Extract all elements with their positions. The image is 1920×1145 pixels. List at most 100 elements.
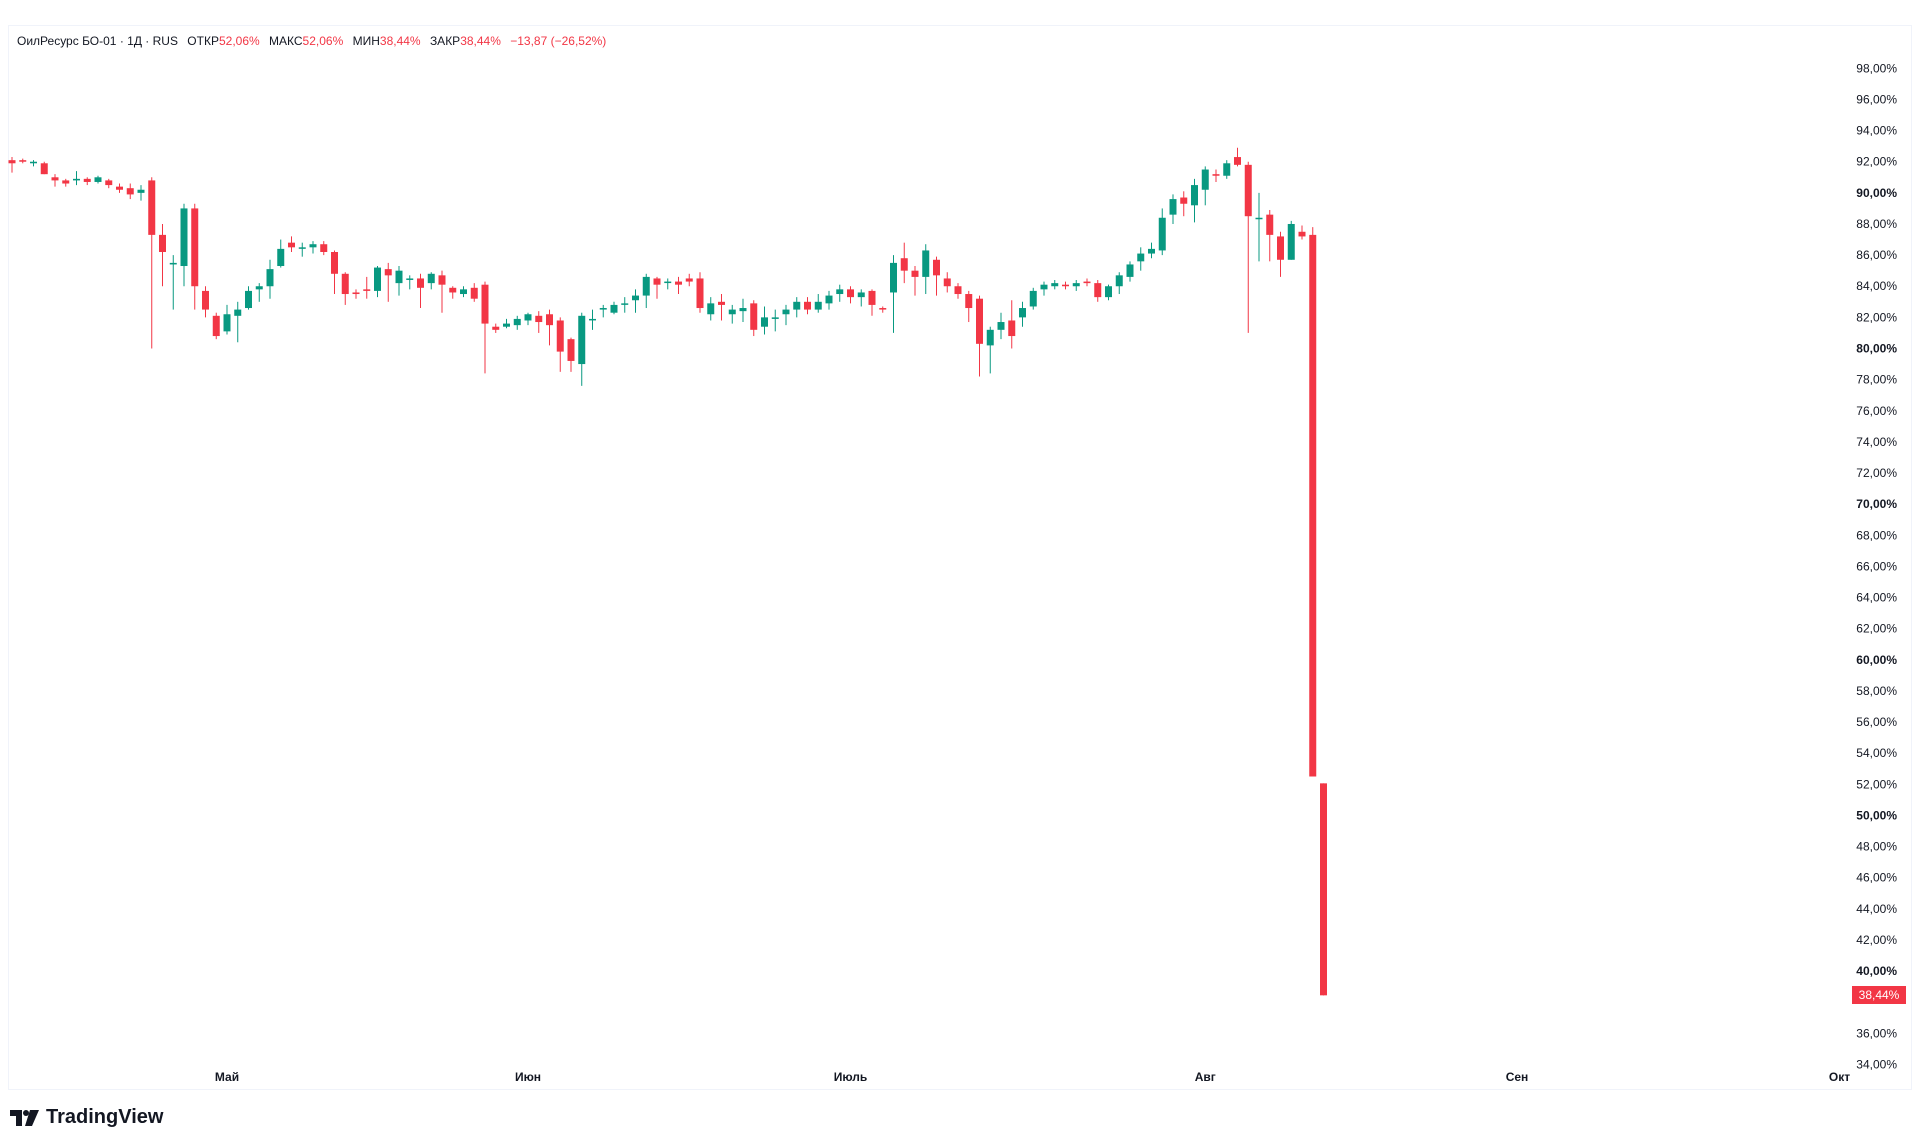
candle: [610, 301, 618, 315]
candle: [395, 266, 403, 296]
candle: [728, 304, 736, 324]
candle: [771, 309, 779, 332]
candle: [1244, 161, 1252, 333]
price-tick-label: 56,00%: [1856, 715, 1897, 729]
candle: [266, 259, 274, 299]
candle-body: [922, 250, 930, 277]
candle: [890, 255, 897, 333]
candle-body: [331, 252, 338, 274]
candle-body: [1115, 275, 1123, 287]
legend-high-label: МАКС: [269, 34, 303, 48]
candle-body: [1137, 253, 1145, 262]
legend-open-value: 52,06%: [218, 34, 260, 48]
candle: [1137, 247, 1145, 271]
time-axis: Май Июн Июль Авг Сен Окт: [215, 1070, 1850, 1084]
candle: [363, 276, 371, 299]
candle-body: [1148, 248, 1155, 254]
candle-body: [492, 326, 500, 330]
candle: [352, 289, 360, 299]
tradingview-logo-icon: [10, 1109, 39, 1126]
candle: [1223, 160, 1231, 179]
candle-body: [1019, 308, 1026, 318]
price-tick-label: 92,00%: [1856, 155, 1897, 169]
candle: [782, 304, 790, 326]
candle: [857, 289, 865, 307]
candle-body: [427, 273, 435, 284]
price-tick-label: 54,00%: [1856, 746, 1897, 760]
price-tick-label: 88,00%: [1856, 217, 1897, 231]
candle: [1040, 281, 1048, 296]
candle-body: [642, 276, 650, 296]
candle-body: [911, 270, 919, 277]
legend-symbol[interactable]: ОилРесурс БО-01 · 1Д · RUS: [17, 34, 178, 48]
candle: [288, 236, 295, 252]
candle-body: [750, 303, 758, 330]
candle-body: [599, 308, 607, 310]
candle: [1255, 192, 1263, 262]
candle-body: [245, 290, 252, 309]
candle-body: [30, 161, 37, 164]
candle-body: [1298, 231, 1306, 237]
candle: [825, 290, 833, 310]
candle-body: [546, 314, 553, 326]
candle-body: [395, 270, 403, 284]
candle-body: [1008, 320, 1016, 337]
candle-body: [384, 269, 392, 276]
candle: [8, 157, 16, 173]
candle: [94, 175, 102, 184]
candle: [51, 174, 59, 187]
candle-body: [1083, 281, 1091, 284]
candle-body: [83, 178, 91, 182]
candle: [804, 297, 811, 315]
candle: [954, 283, 962, 299]
date-tick-label: Июн: [515, 1070, 541, 1084]
candle-body: [1287, 223, 1295, 260]
candle: [73, 171, 80, 186]
candle: [879, 306, 887, 313]
candle-body: [1051, 283, 1059, 287]
candle-body: [965, 294, 973, 309]
candle: [1298, 225, 1306, 240]
candle-body: [180, 208, 188, 267]
tradingview-logo[interactable]: TradingView: [10, 1106, 163, 1129]
candle: [148, 177, 156, 349]
candle-body: [771, 317, 779, 319]
price-tick-label: 76,00%: [1856, 404, 1897, 418]
price-tick-label: 50,00%: [1856, 808, 1897, 822]
candle: [470, 283, 478, 302]
candle-body: [782, 309, 790, 315]
candle: [1115, 272, 1123, 295]
candle: [116, 183, 123, 193]
brand-name: TradingView: [46, 1106, 164, 1128]
candle-body: [8, 160, 16, 164]
candle: [707, 297, 715, 321]
legend-low-label: МИН: [352, 34, 380, 48]
candle-body: [1212, 174, 1220, 176]
candle-body: [825, 295, 833, 304]
price-tick-label: 72,00%: [1856, 466, 1897, 480]
candle-body: [1105, 286, 1112, 298]
candle: [1266, 209, 1274, 262]
candle-body: [1094, 283, 1102, 298]
candle-body: [1040, 284, 1048, 290]
candle-body: [298, 247, 306, 249]
candle-body: [363, 289, 371, 291]
price-tick-label: 86,00%: [1856, 248, 1897, 262]
chart-frame: [8, 25, 1912, 1090]
candle: [868, 289, 876, 316]
candle-body: [653, 278, 661, 285]
candle: [718, 294, 725, 321]
candle-body: [890, 262, 897, 293]
candle-body: [847, 289, 854, 298]
candle: [589, 309, 596, 330]
candle: [1105, 284, 1112, 301]
legend-open-label: ОТКР: [187, 34, 219, 48]
candle-body: [567, 339, 575, 361]
candle: [911, 266, 919, 296]
candle: [599, 304, 607, 318]
candle-body: [1320, 783, 1327, 996]
candle-body: [954, 286, 962, 295]
candle: [578, 312, 586, 386]
candle-body: [126, 188, 134, 195]
